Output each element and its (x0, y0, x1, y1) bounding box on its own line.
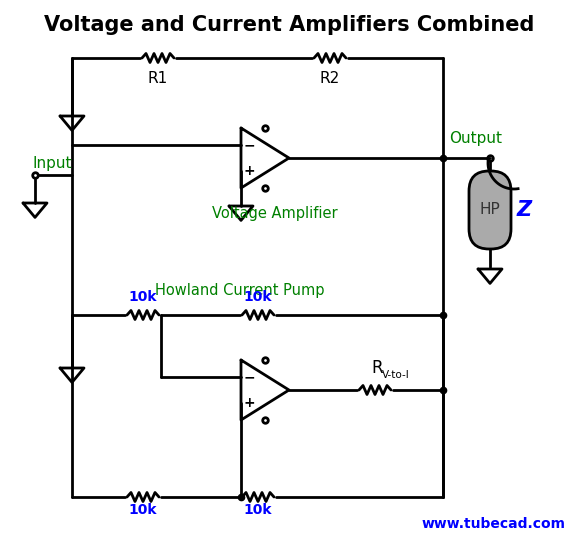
Text: −: − (243, 138, 255, 153)
Text: R2: R2 (320, 71, 340, 86)
Text: Voltage Amplifier: Voltage Amplifier (212, 206, 338, 221)
Text: R: R (371, 359, 383, 377)
Text: +: + (243, 163, 255, 178)
Text: Voltage and Current Amplifiers Combined: Voltage and Current Amplifiers Combined (44, 15, 534, 35)
FancyBboxPatch shape (469, 171, 511, 249)
Text: R1: R1 (148, 71, 168, 86)
Text: Z: Z (517, 200, 532, 220)
Text: V-to-I: V-to-I (382, 370, 410, 380)
Text: www.tubecad.com: www.tubecad.com (422, 517, 566, 531)
Text: 10k: 10k (244, 503, 272, 517)
Text: +: + (243, 396, 255, 409)
Text: 10k: 10k (244, 290, 272, 304)
Text: 10k: 10k (129, 290, 157, 304)
Text: Input: Input (32, 156, 72, 171)
Text: HP: HP (480, 203, 501, 218)
Text: 10k: 10k (129, 503, 157, 517)
Text: Output: Output (449, 131, 502, 146)
Text: −: − (243, 370, 255, 384)
Text: Howland Current Pump: Howland Current Pump (155, 283, 325, 298)
